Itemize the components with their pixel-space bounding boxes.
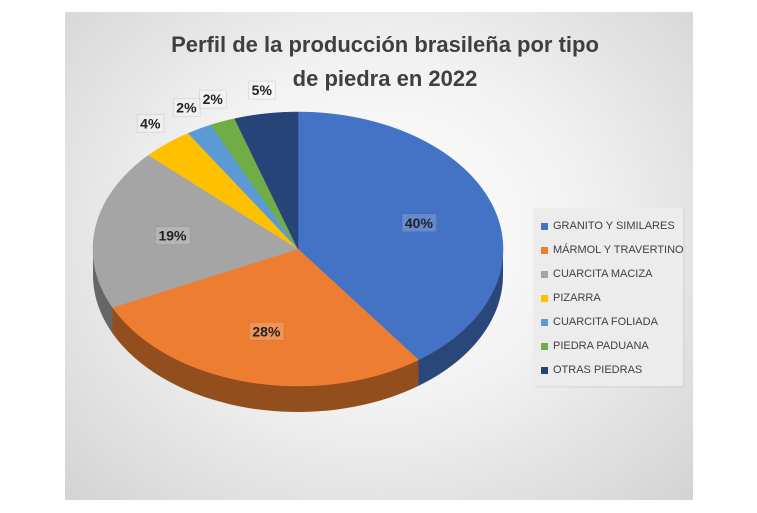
data-label-box-4 <box>136 114 165 133</box>
chart-area: Perfil de la producción brasileña por ti… <box>65 12 693 500</box>
data-label-box-6 <box>199 89 227 109</box>
data-label-box-1 <box>401 213 437 233</box>
legend-label: PIZARRA <box>553 292 601 304</box>
pie-side-1 <box>418 249 503 386</box>
legend-swatch <box>541 342 548 350</box>
chart-legend: GRANITO Y SIMILARES MÁRMOL Y TRAVERTINO CU… <box>533 208 684 386</box>
legend-swatch <box>541 318 548 326</box>
legend-item-5: CUARCITA FOLIADA <box>533 310 683 334</box>
pie-slice-1 <box>297 111 504 361</box>
legend-label: CUARCITA MACIZA <box>553 268 653 280</box>
legend-item-3: CUARCITA MACIZA <box>533 262 683 286</box>
legend-item-4: PIZARRA <box>533 286 683 310</box>
legend-label: CUARCITA FOLIADA <box>553 316 658 328</box>
data-label-3: 19% <box>158 228 187 244</box>
data-label-1: 40% <box>405 215 434 231</box>
legend-item-1: GRANITO Y SIMILARES <box>533 214 683 238</box>
legend-swatch <box>541 366 548 374</box>
legend-swatch <box>541 270 548 278</box>
data-label-box-7 <box>248 80 276 100</box>
legend-label: MÁRMOL Y TRAVERTINO <box>553 244 684 256</box>
legend-item-2: MÁRMOL Y TRAVERTINO <box>533 238 684 262</box>
legend-item-7: OTRAS PIEDRAS <box>533 358 683 382</box>
pie-slice-6 <box>210 118 299 250</box>
data-label-2: 28% <box>252 323 281 339</box>
data-label-6: 2% <box>203 91 224 107</box>
pie-slice-7 <box>234 111 299 250</box>
pie-side-2 <box>112 307 419 412</box>
legend-swatch <box>541 246 548 254</box>
data-label-5: 2% <box>176 99 197 115</box>
pie-chart: 40% 28% 19% 4% 2% 2% 5% <box>92 80 504 412</box>
data-label-4: 4% <box>140 116 161 132</box>
legend-swatch <box>541 222 548 230</box>
legend-label: OTRAS PIEDRAS <box>553 364 643 376</box>
pie-slice-2 <box>112 248 419 387</box>
data-labels: 40% 28% 19% 4% 2% 2% 5% <box>136 80 437 341</box>
chart-title: Perfil de la producción brasileña por ti… <box>171 32 599 91</box>
legend-label: PIEDRA PADUANA <box>553 340 649 352</box>
data-label-7: 5% <box>252 82 273 98</box>
legend-label: GRANITO Y SIMILARES <box>553 220 675 232</box>
pie-slice-4 <box>148 133 299 250</box>
legend-swatch <box>541 294 548 302</box>
data-label-box-3 <box>155 226 191 245</box>
pie-slice-3 <box>92 154 299 308</box>
data-label-box-2 <box>249 322 285 341</box>
data-label-box-5 <box>173 98 201 117</box>
pie-slices <box>92 111 504 387</box>
pie-slice-5 <box>187 124 299 250</box>
legend-item-6: PIEDRA PADUANA <box>533 334 683 358</box>
